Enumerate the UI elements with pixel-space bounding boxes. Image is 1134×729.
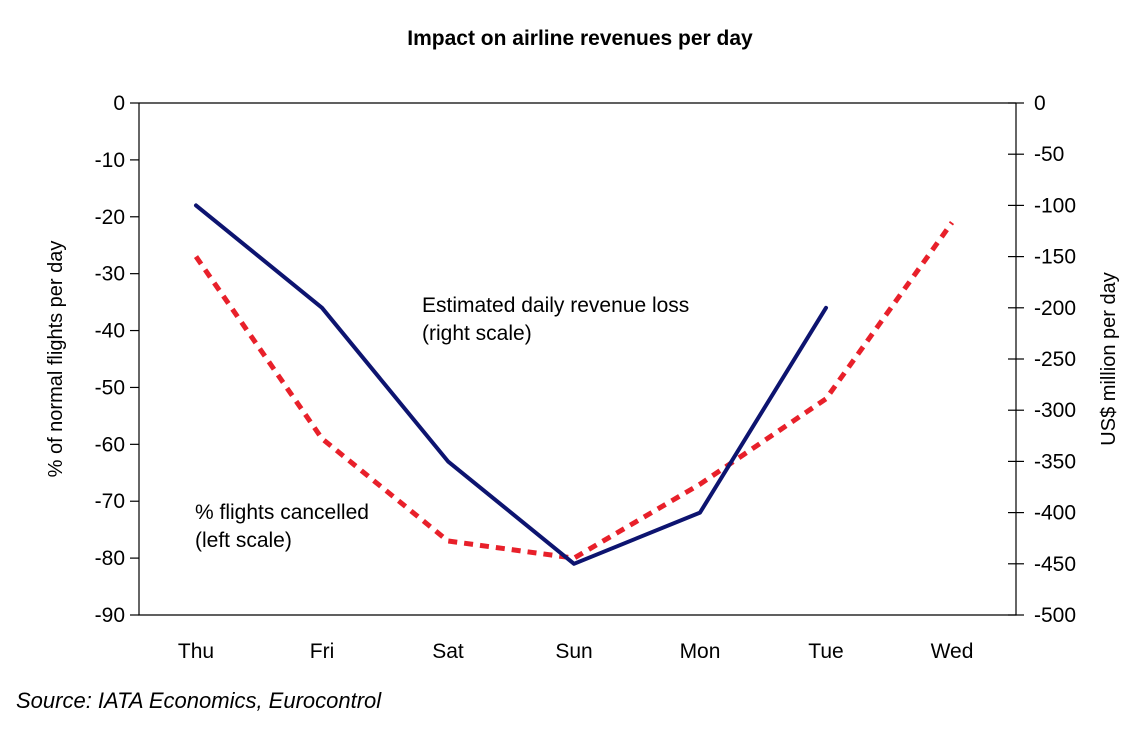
- source-note: Source: IATA Economics, Eurocontrol: [16, 688, 382, 713]
- left-tick-label: -90: [95, 604, 125, 627]
- right-tick-label: -100: [1034, 194, 1076, 217]
- x-tick-label: Mon: [680, 640, 721, 663]
- left-tick-label: -70: [95, 490, 125, 513]
- right-tick-label: 0: [1034, 92, 1046, 115]
- left-tick-label: -80: [95, 547, 125, 570]
- right-tick-label: -50: [1034, 143, 1064, 166]
- right-axis-label: US$ million per day: [1098, 272, 1120, 445]
- x-axis: Thu Fri Sat Sun Mon Tue Wed: [178, 640, 974, 663]
- flights-annotation: % flights cancelled (left scale): [195, 501, 375, 552]
- x-tick-label: Sat: [432, 640, 464, 663]
- left-tick-label: -50: [95, 376, 125, 399]
- revenue-annotation: Estimated daily revenue loss (right scal…: [422, 294, 695, 345]
- left-tick-label: -40: [95, 320, 125, 343]
- revenue-annotation-line-1: Estimated daily revenue loss: [422, 294, 689, 317]
- x-tick-label: Wed: [931, 640, 974, 663]
- right-tick-label: -500: [1034, 604, 1076, 627]
- x-tick-label: Sun: [555, 640, 592, 663]
- left-axis-label: % of normal flights per day: [45, 241, 67, 478]
- left-tick-label: -60: [95, 433, 125, 456]
- left-axis: 0 -10 -20 -30 -40 -50 -60 -70 -80 -90: [95, 92, 139, 627]
- right-tick-label: -200: [1034, 297, 1076, 320]
- left-tick-label: -10: [95, 149, 125, 172]
- revenue-annotation-line-2: (right scale): [422, 322, 532, 345]
- right-tick-label: -450: [1034, 553, 1076, 576]
- series-layer: [193, 203, 955, 566]
- chart-title: Impact on airline revenues per day: [407, 27, 753, 50]
- x-tick-label: Fri: [310, 640, 335, 663]
- x-tick-label: Thu: [178, 640, 214, 663]
- right-tick-label: -300: [1034, 399, 1076, 422]
- right-axis: 0 -50 -100 -150 -200 -250 -300 -350 -400 -450 -500: [1008, 92, 1076, 627]
- revenue-loss-line: [194, 203, 828, 566]
- right-tick-label: -150: [1034, 246, 1076, 269]
- flights-annotation-line-1: % flights cancelled: [195, 501, 369, 524]
- right-tick-label: -400: [1034, 502, 1076, 525]
- left-tick-label: -20: [95, 206, 125, 229]
- flights-annotation-line-2: (left scale): [195, 529, 292, 552]
- left-tick-label: -30: [95, 263, 125, 286]
- right-tick-label: -250: [1034, 348, 1076, 371]
- left-tick-label: 0: [113, 92, 125, 115]
- x-tick-label: Tue: [808, 640, 843, 663]
- right-tick-label: -350: [1034, 450, 1076, 473]
